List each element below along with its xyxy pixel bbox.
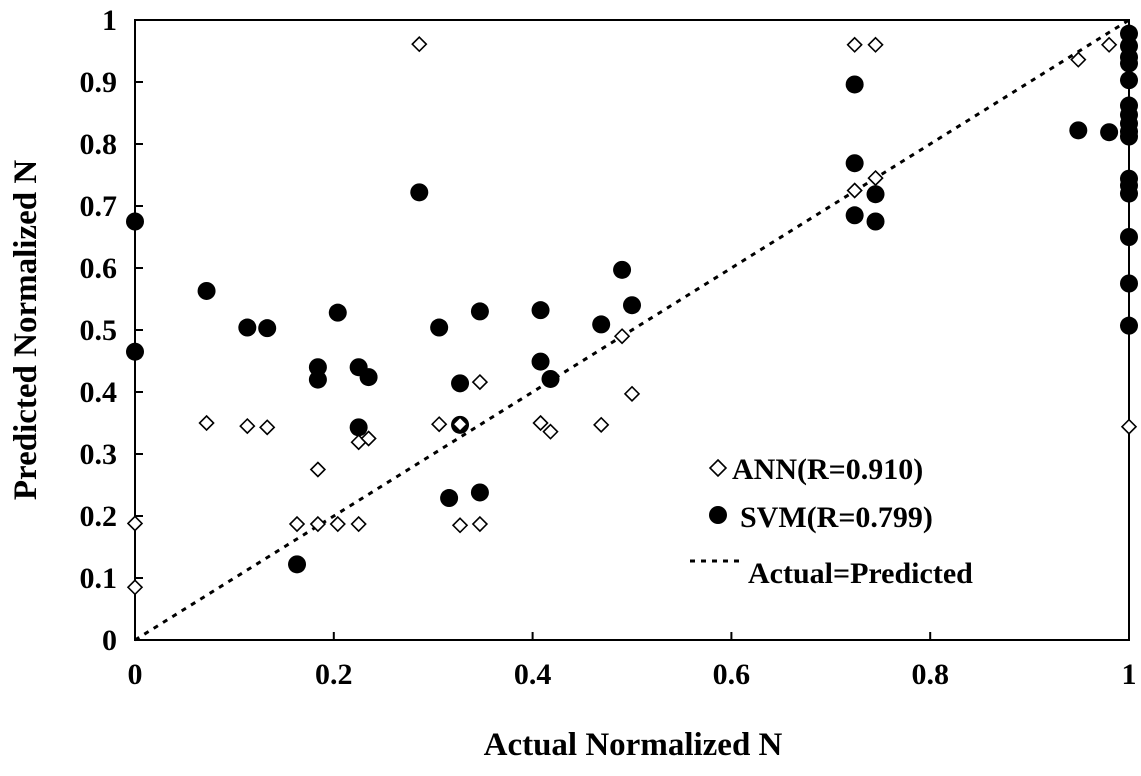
svm-point <box>126 342 144 361</box>
y-tick-label: 0.7 <box>80 190 118 223</box>
ann-point <box>532 414 549 432</box>
ann-point <box>350 515 367 533</box>
legend-svm-marker <box>709 506 727 524</box>
markers-layer <box>126 18 1138 642</box>
ann-point <box>239 417 256 435</box>
svm-point <box>470 483 489 502</box>
svm-point <box>258 319 277 338</box>
svm-point <box>410 183 429 202</box>
ann-point <box>309 515 327 533</box>
ann-point <box>451 416 469 433</box>
x-axis-title: Actual Normalized N <box>484 727 783 763</box>
y-tick-label: 0.5 <box>80 314 118 347</box>
ann-point <box>471 373 489 391</box>
y-tick-label: 0.8 <box>80 128 118 161</box>
ann-point <box>126 515 144 532</box>
ann-point <box>593 416 610 433</box>
ann-point <box>1070 51 1087 68</box>
ann-point <box>846 182 863 199</box>
svm-point <box>1120 274 1138 293</box>
svm-point <box>349 418 368 437</box>
svm-point <box>531 301 550 320</box>
ann-point <box>471 515 489 533</box>
svm-point <box>1120 127 1138 146</box>
ann-point <box>1100 36 1118 53</box>
svm-point <box>1120 228 1138 246</box>
svm-point <box>1069 121 1088 140</box>
ann-point <box>431 416 448 433</box>
ann-point <box>198 414 215 432</box>
y-tick-label: 0.6 <box>80 252 118 285</box>
svm-point <box>470 302 489 321</box>
svm-point <box>845 154 864 173</box>
x-tick-label: 0.6 <box>713 658 751 691</box>
ann-point <box>329 515 346 533</box>
ann-point <box>288 515 306 533</box>
svm-point <box>531 352 550 371</box>
ann-point <box>846 36 863 53</box>
legend-label: Actual=Predicted <box>748 557 973 590</box>
legend: ANN(R=0.910) SVM(R=0.799) Actual=Predicted <box>690 453 973 590</box>
x-tick-label: 0.8 <box>911 658 949 691</box>
ann-point <box>411 36 428 53</box>
svm-point <box>359 368 378 387</box>
ann-point <box>309 461 327 478</box>
svm-point <box>288 555 307 574</box>
ann-point <box>623 385 641 402</box>
svm-point <box>1120 71 1138 90</box>
ann-point <box>613 328 631 345</box>
x-tick-label: 0 <box>128 658 143 691</box>
y-tick-label: 0.1 <box>80 562 118 595</box>
x-tick-label: 0.2 <box>315 658 353 691</box>
svm-point <box>866 185 885 204</box>
ann-point <box>259 419 276 436</box>
x-tick-label: 1 <box>1122 658 1137 691</box>
svm-point <box>308 358 327 377</box>
ann-point <box>867 169 884 187</box>
y-tick-label: 0.4 <box>80 376 118 409</box>
svm-point <box>440 489 459 508</box>
svm-point <box>238 318 257 337</box>
ann-point <box>451 517 469 534</box>
svm-point <box>197 281 216 300</box>
ann-point <box>542 423 559 440</box>
y-tick-label: 0 <box>102 624 117 657</box>
x-tick-label: 0.4 <box>514 658 552 691</box>
actual-equals-predicted-line <box>134 18 1130 642</box>
svm-point <box>328 303 347 322</box>
legend-label: ANN(R=0.910) <box>732 453 923 486</box>
svm-point <box>1120 54 1138 73</box>
svm-point <box>845 206 864 225</box>
svm-point <box>451 374 470 393</box>
svm-point <box>1120 184 1138 203</box>
y-tick-label: 1 <box>102 4 117 37</box>
svm-point <box>866 212 885 231</box>
svm-point <box>613 260 632 279</box>
y-tick-label: 0.2 <box>80 500 118 533</box>
ann-point <box>126 579 144 596</box>
y-tick-label: 0.3 <box>80 438 118 471</box>
ann-point <box>360 430 377 447</box>
svm-point <box>592 315 611 334</box>
legend-label: SVM(R=0.799) <box>740 501 933 534</box>
svm-point <box>845 75 864 94</box>
svm-point <box>1100 123 1119 142</box>
y-axis-title: Predicted Normalized N <box>8 160 44 500</box>
svm-point <box>126 212 144 231</box>
svm-point <box>1120 316 1138 335</box>
svm-point <box>1120 24 1138 43</box>
tick-labels: 0 0.1 0.2 0.3 0.4 0.5 0.6 0.7 0.8 0.9 1 0 0.2 0.4 0.6 0… <box>80 4 1137 691</box>
svm-point <box>623 296 641 315</box>
svm-point <box>430 318 449 337</box>
ann-point <box>1120 418 1138 435</box>
y-tick-label: 0.9 <box>80 66 118 99</box>
legend-ann-marker <box>708 458 728 478</box>
svm-point <box>541 369 560 388</box>
ann-point <box>867 36 884 53</box>
svm-point <box>308 370 327 389</box>
